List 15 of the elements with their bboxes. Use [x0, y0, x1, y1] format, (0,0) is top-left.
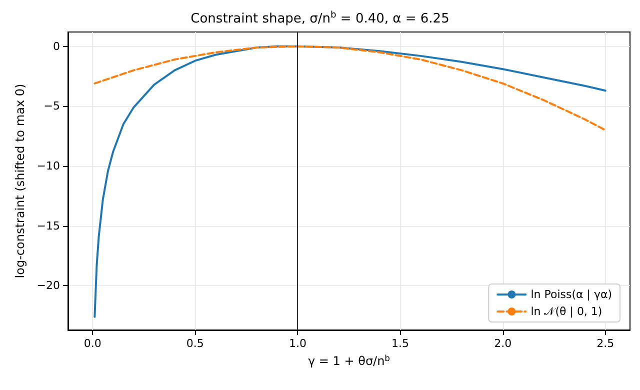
y-axis-title: log-constraint (shifted to max 0) [12, 84, 27, 278]
x-tick-label: 0.5 [186, 337, 204, 350]
legend-label: ln 𝒩(θ | 0, 1) [530, 305, 602, 318]
y-tick-label: −20 [36, 279, 60, 292]
x-tick-label: 0.0 [84, 337, 102, 350]
x-tick-label: 1.0 [288, 337, 306, 350]
y-tick-label: −15 [36, 219, 60, 232]
y-tick-label: −5 [44, 100, 60, 113]
x-tick-label: 2.5 [596, 337, 614, 350]
x-tick-label: 2.0 [494, 337, 512, 350]
legend-label: ln Poiss(α | γα) [530, 288, 612, 301]
y-tick-label: −10 [36, 160, 60, 173]
y-tick-label: 0 [53, 40, 60, 53]
x-tick-label: 1.5 [392, 337, 410, 350]
line-series [94, 45, 606, 132]
